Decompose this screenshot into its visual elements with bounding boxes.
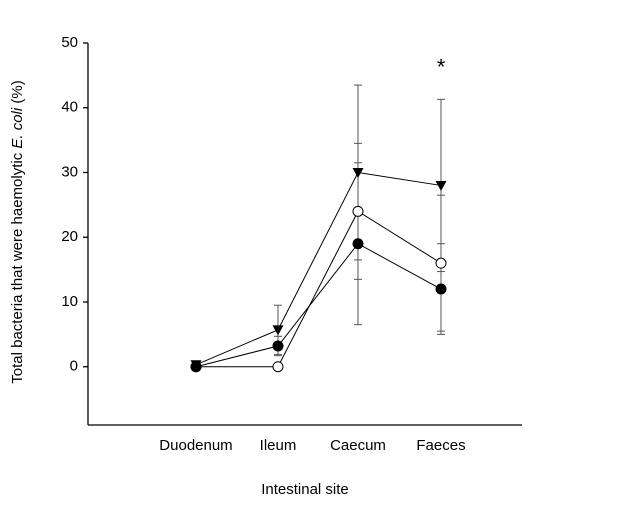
y-tick-label: 10	[61, 293, 78, 310]
x-axis-label: Intestinal site	[261, 481, 349, 498]
annotation: *	[437, 55, 446, 80]
y-axis-label-part: (%)	[9, 80, 26, 108]
marker	[352, 238, 364, 250]
x-tick-label: Faeces	[416, 437, 465, 454]
y-tick-label: 0	[70, 358, 78, 375]
marker	[190, 361, 202, 373]
y-tick-label: 50	[61, 34, 78, 51]
x-tick-label: Ileum	[260, 437, 297, 454]
y-axis-label-part: Total bacteria that were haemolytic	[9, 149, 26, 384]
x-tick-label: Duodenum	[159, 437, 232, 454]
series-line	[195, 171, 442, 366]
y-tick-label: 30	[61, 163, 78, 180]
x-tick-label: Caecum	[330, 437, 386, 454]
marker	[435, 283, 447, 295]
y-tick-label: 20	[61, 228, 78, 245]
marker	[352, 205, 364, 217]
series-line	[196, 210, 442, 368]
marker	[352, 167, 364, 178]
y-tick-label: 40	[61, 99, 78, 116]
marker	[435, 180, 447, 191]
y-axis-label-part: E. coli	[9, 107, 26, 149]
marker	[272, 361, 284, 373]
marker	[435, 257, 447, 269]
series-line	[195, 243, 442, 368]
marker	[272, 325, 284, 336]
marker	[272, 340, 284, 352]
y-axis-label: Total bacteria that were haemolytic E. c…	[9, 80, 26, 383]
